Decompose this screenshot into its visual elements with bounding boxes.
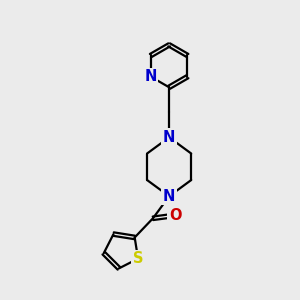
Text: O: O xyxy=(169,208,181,223)
Text: N: N xyxy=(163,130,175,145)
Text: N: N xyxy=(145,69,157,84)
Text: S: S xyxy=(133,251,143,266)
Text: N: N xyxy=(163,189,175,204)
